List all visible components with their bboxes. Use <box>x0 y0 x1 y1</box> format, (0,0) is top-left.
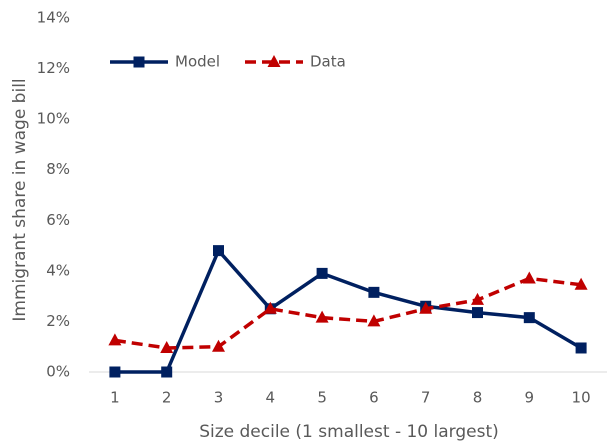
data-point <box>367 314 381 327</box>
y-tick-label: 4% <box>46 261 70 279</box>
series-line <box>114 248 582 374</box>
x-tick-label: 1 <box>110 389 120 407</box>
data-point <box>160 340 174 353</box>
x-tick-label: 6 <box>369 389 379 407</box>
data-point <box>574 277 588 290</box>
legend-marker <box>267 55 281 67</box>
y-tick-label: 0% <box>46 363 70 381</box>
x-tick-label: 5 <box>317 389 327 407</box>
legend-label: Model <box>175 53 220 71</box>
data-point <box>471 292 484 305</box>
data-point <box>161 366 173 378</box>
y-tick-label: 10% <box>37 110 70 128</box>
data-point <box>213 245 224 257</box>
x-tick-label: 2 <box>162 389 172 407</box>
y-tick-label: 12% <box>37 59 70 77</box>
data-point <box>316 267 328 279</box>
data-point <box>522 271 536 284</box>
data-point <box>419 301 433 314</box>
x-tick-label: 3 <box>214 389 224 407</box>
x-tick-label: 9 <box>525 389 535 407</box>
data-point <box>109 366 121 378</box>
legend-label: Data <box>310 53 346 71</box>
x-tick-label: 7 <box>421 389 431 407</box>
data-point <box>315 310 329 323</box>
data-point <box>108 333 122 346</box>
x-tick-label: 4 <box>266 389 276 407</box>
y-tick-label: 14% <box>37 9 70 27</box>
y-axis-title: Immigrant share in wage bill <box>10 78 30 321</box>
y-tick-label: 8% <box>46 160 70 178</box>
legend-marker <box>133 56 145 68</box>
y-tick-label: 2% <box>46 312 70 330</box>
series-line <box>114 276 582 350</box>
data-point <box>212 339 225 352</box>
data-point <box>472 307 483 319</box>
y-tick-label: 6% <box>46 211 70 229</box>
x-axis-title: Size decile (1 smallest - 10 largest) <box>199 422 499 442</box>
x-tick-label: 8 <box>473 389 483 407</box>
data-point <box>575 342 587 354</box>
data-point <box>523 312 535 324</box>
data-point <box>263 301 277 314</box>
x-tick-label: 10 <box>572 389 591 407</box>
data-point <box>368 286 380 298</box>
